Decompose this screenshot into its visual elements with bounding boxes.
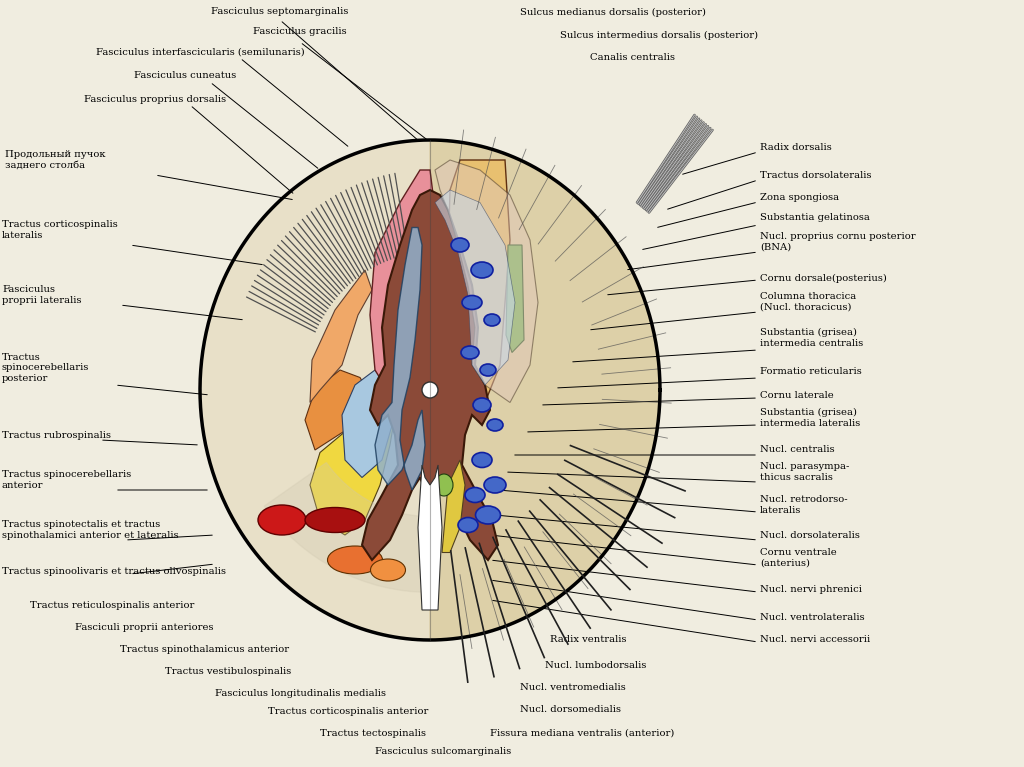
Text: Cornu laterale: Cornu laterale: [760, 390, 834, 400]
Polygon shape: [310, 270, 372, 403]
Polygon shape: [430, 140, 660, 640]
Polygon shape: [449, 160, 510, 403]
Polygon shape: [342, 370, 395, 478]
Text: Fissura mediana ventralis (anterior): Fissura mediana ventralis (anterior): [490, 729, 675, 738]
Ellipse shape: [475, 506, 501, 524]
Polygon shape: [435, 160, 538, 403]
Text: Nucl. proprius cornu posterior
(BNA): Nucl. proprius cornu posterior (BNA): [760, 232, 915, 252]
Text: Nucl. dorsolateralis: Nucl. dorsolateralis: [760, 531, 860, 539]
Polygon shape: [362, 190, 498, 560]
Ellipse shape: [465, 488, 485, 502]
Text: Tractus vestibulospinalis: Tractus vestibulospinalis: [165, 667, 291, 676]
Text: Nucl. ventromedialis: Nucl. ventromedialis: [520, 683, 626, 693]
Ellipse shape: [462, 295, 482, 310]
Text: Tractus tectospinalis: Tractus tectospinalis: [319, 729, 426, 738]
Text: Formatio reticularis: Formatio reticularis: [760, 367, 862, 377]
Text: Tractus rubrospinalis: Tractus rubrospinalis: [2, 430, 111, 439]
Wedge shape: [264, 463, 430, 592]
Text: Tractus dorsolateralis: Tractus dorsolateralis: [760, 170, 871, 179]
Text: Tractus
spinocerebellaris
posterior: Tractus spinocerebellaris posterior: [2, 353, 89, 383]
Text: Fasciculus sulcomarginalis: Fasciculus sulcomarginalis: [375, 748, 511, 756]
Ellipse shape: [471, 262, 493, 278]
Polygon shape: [310, 395, 395, 535]
Text: Radix dorsalis: Radix dorsalis: [760, 143, 831, 153]
Text: Nucl. dorsomedialis: Nucl. dorsomedialis: [520, 706, 621, 715]
Text: Fasciculus cuneatus: Fasciculus cuneatus: [134, 71, 237, 80]
Ellipse shape: [484, 314, 500, 326]
Ellipse shape: [487, 419, 503, 431]
Text: Продольный пучок
заднего столба: Продольный пучок заднего столба: [5, 150, 105, 170]
Polygon shape: [305, 370, 375, 450]
Text: Substantia (grisea)
intermedia centralis: Substantia (grisea) intermedia centralis: [760, 328, 863, 347]
Text: Tractus corticospinalis
lateralis: Tractus corticospinalis lateralis: [2, 220, 118, 240]
Text: Tractus spinocerebellaris
anterior: Tractus spinocerebellaris anterior: [2, 470, 131, 489]
Ellipse shape: [458, 518, 478, 532]
Text: Sulcus intermedius dorsalis (posterior): Sulcus intermedius dorsalis (posterior): [560, 31, 758, 40]
Text: Nucl. lumbodorsalis: Nucl. lumbodorsalis: [545, 660, 646, 670]
Polygon shape: [418, 465, 442, 610]
Text: Sulcus medianus dorsalis (posterior): Sulcus medianus dorsalis (posterior): [520, 8, 706, 17]
Ellipse shape: [461, 346, 479, 359]
Text: Substantia (grisea)
intermedia lateralis: Substantia (grisea) intermedia lateralis: [760, 408, 860, 428]
Polygon shape: [506, 245, 524, 353]
Ellipse shape: [435, 474, 453, 496]
Text: Fasciculus gracilis: Fasciculus gracilis: [253, 28, 347, 37]
Text: Radix ventralis: Radix ventralis: [550, 636, 627, 644]
Ellipse shape: [200, 140, 660, 640]
Ellipse shape: [473, 398, 490, 412]
Text: Fasciculus interfascicularis (semilunaris): Fasciculus interfascicularis (semilunari…: [95, 48, 304, 57]
Ellipse shape: [480, 364, 496, 376]
Text: Tractus corticospinalis anterior: Tractus corticospinalis anterior: [268, 707, 428, 716]
Text: Nucl. retrodorso-
lateralis: Nucl. retrodorso- lateralis: [760, 495, 848, 515]
Text: Nucl. parasympa-
thicus sacralis: Nucl. parasympa- thicus sacralis: [760, 463, 849, 482]
Polygon shape: [375, 228, 425, 490]
Text: Nucl. ventrolateralis: Nucl. ventrolateralis: [760, 614, 864, 623]
Text: Tractus spinotectalis et tractus
spinothalamici anterior et lateralis: Tractus spinotectalis et tractus spinoth…: [2, 520, 178, 540]
Polygon shape: [435, 190, 515, 385]
Text: Columna thoracica
(Nucl. thoracicus): Columna thoracica (Nucl. thoracicus): [760, 292, 856, 311]
Ellipse shape: [371, 559, 406, 581]
Ellipse shape: [451, 238, 469, 252]
Ellipse shape: [484, 477, 506, 493]
Circle shape: [422, 382, 438, 398]
Text: Fasciculus longitudinalis medialis: Fasciculus longitudinalis medialis: [215, 689, 386, 697]
Text: Tractus reticulospinalis anterior: Tractus reticulospinalis anterior: [30, 601, 195, 610]
Polygon shape: [442, 460, 465, 552]
Text: Fasciculus
proprii lateralis: Fasciculus proprii lateralis: [2, 285, 82, 304]
Text: Nucl. nervi phrenici: Nucl. nervi phrenici: [760, 585, 862, 594]
Text: Zona spongiosa: Zona spongiosa: [760, 193, 839, 202]
Ellipse shape: [305, 508, 365, 532]
Text: Nucl. nervi accessorii: Nucl. nervi accessorii: [760, 636, 870, 644]
Text: Fasciculus proprius dorsalis: Fasciculus proprius dorsalis: [84, 96, 226, 104]
Text: Nucl. centralis: Nucl. centralis: [760, 446, 835, 455]
Polygon shape: [370, 170, 438, 403]
Text: Cornu ventrale
(anterius): Cornu ventrale (anterius): [760, 548, 837, 568]
Ellipse shape: [472, 453, 492, 468]
Text: Tractus spinoolivaris et tractus olivospinalis: Tractus spinoolivaris et tractus olivosp…: [2, 568, 226, 577]
Text: Fasciculi proprii anteriores: Fasciculi proprii anteriores: [75, 624, 213, 633]
Ellipse shape: [328, 546, 383, 574]
Text: Fasciculus septomarginalis: Fasciculus septomarginalis: [211, 8, 349, 17]
Text: Canalis centralis: Canalis centralis: [590, 54, 675, 62]
Text: Tractus spinothalamicus anterior: Tractus spinothalamicus anterior: [120, 646, 289, 654]
Text: Cornu dorsale(posterius): Cornu dorsale(posterius): [760, 274, 887, 282]
Text: Substantia gelatinosa: Substantia gelatinosa: [760, 213, 869, 222]
Ellipse shape: [258, 505, 306, 535]
